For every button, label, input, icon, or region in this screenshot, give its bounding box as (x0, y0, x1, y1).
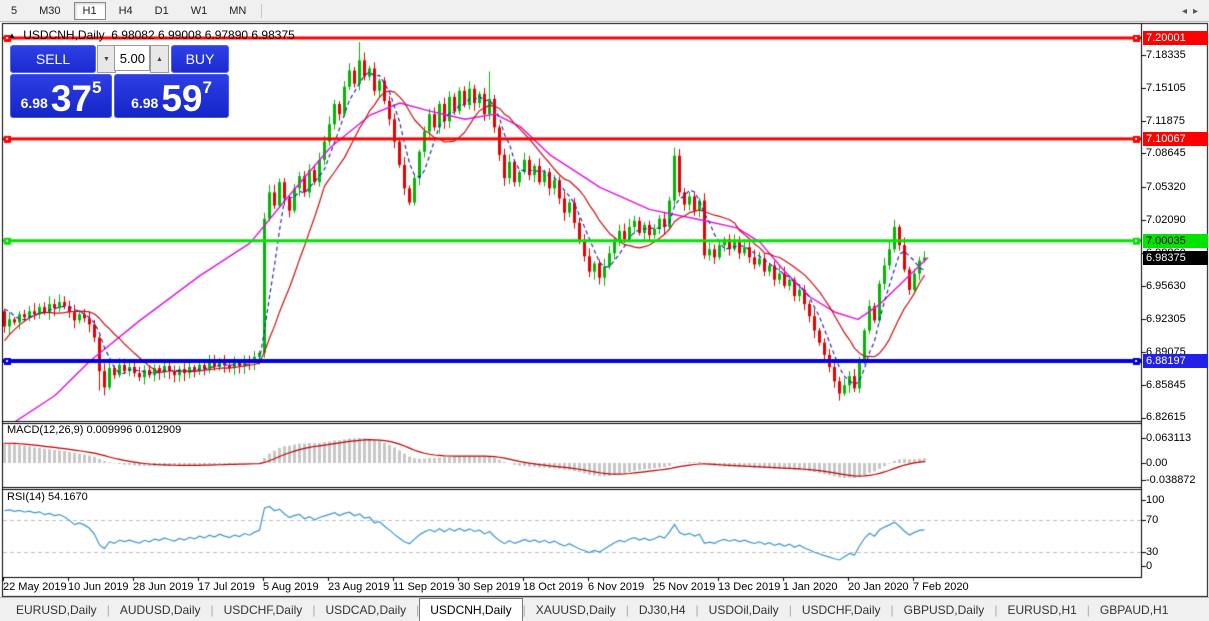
buy-button[interactable]: BUY (171, 45, 229, 73)
sell-price-big: 37 (50, 77, 92, 119)
timeframe-w1[interactable]: W1 (190, 4, 208, 17)
tab-scroll-left-icon[interactable]: ◂ (1181, 6, 1193, 17)
tab-usdchf-daily[interactable]: USDCHF,Daily (223, 602, 303, 617)
tab-usdoil-daily[interactable]: USDOil,Daily (708, 602, 779, 617)
tab-gbpusd-daily[interactable]: GBPUSD,Daily (903, 602, 985, 617)
sell-price-sup: 5 (91, 78, 102, 97)
tab-separator: | (625, 602, 629, 617)
tab-scroll-right-icon[interactable]: ▸ (1192, 6, 1204, 17)
sell-button[interactable]: SELL (10, 45, 96, 73)
buy-price-display[interactable]: 6.98 59 7 (114, 74, 229, 118)
symbol-tab-bar: EURUSD,Daily | AUDUSD,Daily | USDCHF,Daily | U… (0, 597, 1209, 621)
tab-eurusd-h1[interactable]: EURUSD,H1 (1007, 602, 1077, 617)
timeframe-toolbar: 5 M30 H1 H4 D1 W1 MN (0, 0, 1209, 22)
timeframe-5[interactable]: 5 (11, 4, 18, 17)
tab-usdchf-daily[interactable]: USDCHF,Daily (801, 602, 881, 617)
timeframe-h4[interactable]: H4 (118, 4, 133, 17)
tab-separator: | (890, 602, 894, 617)
tab-separator: | (994, 602, 998, 617)
timeframe-mn[interactable]: MN (229, 4, 247, 17)
tab-separator: | (695, 602, 699, 617)
buy-price-sup: 7 (202, 78, 212, 97)
timeframe-m30[interactable]: M30 (39, 4, 61, 17)
tab-separator: | (312, 602, 316, 617)
tab-gbpaud-h1[interactable]: GBPAUD,H1 (1099, 602, 1169, 617)
tab-xauusd-daily[interactable]: XAUUSD,Daily (535, 602, 616, 617)
tab-usdcad-daily[interactable]: USDCAD,Daily (325, 602, 407, 617)
toolbar-separator (261, 3, 263, 18)
tab-separator: | (210, 602, 214, 617)
buy-price-big: 59 (161, 77, 203, 119)
tab-audusd-daily[interactable]: AUDUSD,Daily (119, 602, 201, 617)
tab-usdcnh-daily[interactable]: USDCNH,Daily (419, 597, 523, 621)
volume-input[interactable]: 5.00 (114, 45, 150, 71)
tab-dj30-h4[interactable]: DJ30,H4 (638, 602, 686, 617)
sell-price-display[interactable]: 6.98 37 5 (10, 74, 112, 118)
tab-separator: | (1086, 602, 1090, 617)
sell-price-prefix: 6.98 (20, 95, 48, 111)
tab-eurusd-daily[interactable]: EURUSD,Daily (16, 602, 97, 617)
timeframe-d1[interactable]: D1 (154, 4, 169, 17)
arrow-up-icon: ▲ (156, 55, 163, 63)
tab-separator: | (106, 602, 110, 617)
timeframe-h1[interactable]: H1 (73, 1, 106, 20)
buy-price-prefix: 6.98 (131, 95, 159, 111)
tab-separator: | (788, 602, 792, 617)
tab-separator: | (522, 602, 526, 617)
volume-increase-button[interactable]: ▲ (150, 45, 169, 73)
tab-scroll-arrows: ◂▸ (1182, 6, 1204, 17)
tab-separator: | (416, 602, 420, 617)
arrow-down-icon: ▼ (103, 55, 110, 63)
